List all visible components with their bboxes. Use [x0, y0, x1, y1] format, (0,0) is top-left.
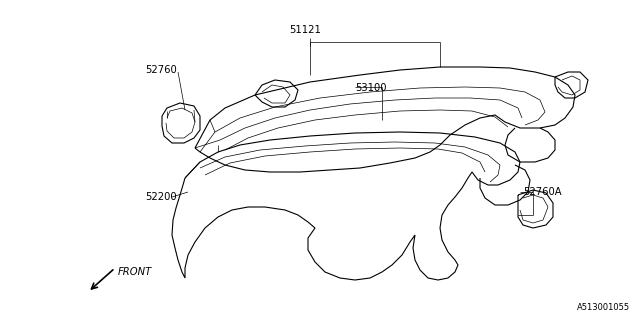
Text: 52760A: 52760A — [523, 187, 562, 197]
Text: 53100: 53100 — [355, 83, 387, 93]
Text: FRONT: FRONT — [118, 267, 152, 277]
Text: 52200: 52200 — [145, 192, 177, 202]
Text: A513001055: A513001055 — [577, 303, 630, 312]
Text: 52760: 52760 — [145, 65, 177, 75]
Text: 51121: 51121 — [289, 25, 321, 35]
